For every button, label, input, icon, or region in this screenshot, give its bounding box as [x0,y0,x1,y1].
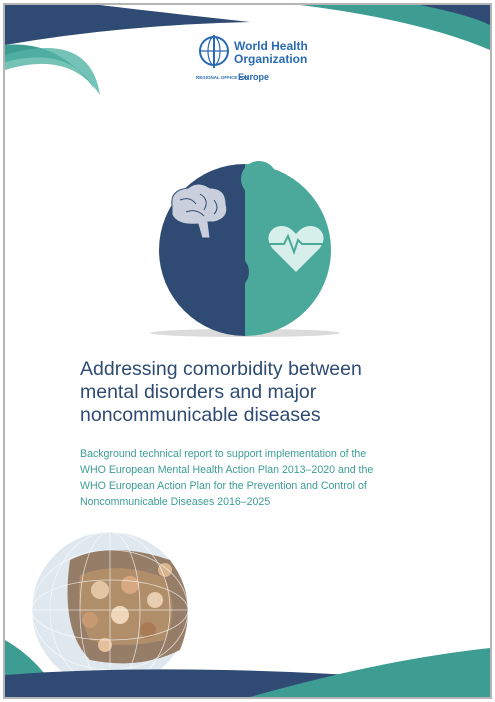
subtitle-line: WHO European Mental Health Action Plan 2… [80,464,373,476]
title-line: Addressing comorbidity between [80,358,362,380]
puzzle-knob [241,161,277,197]
title-line: noncommunicable diseases [80,404,321,426]
subtitle-line: Background technical report to support i… [80,448,366,460]
cover: World Health Organization REGIONAL OFFIC… [0,0,495,702]
subtitle-line: WHO European Action Plan for the Prevent… [80,480,367,492]
region-label: Europe [238,72,269,82]
photo-globe [32,532,188,688]
puzzle-knob [213,254,249,290]
org-name: World Health [234,39,308,53]
title-line: mental disorders and major [80,381,317,403]
org-name: Organization [234,52,307,66]
subtitle-line: Noncommunicable Diseases 2016–2025 [80,496,270,508]
